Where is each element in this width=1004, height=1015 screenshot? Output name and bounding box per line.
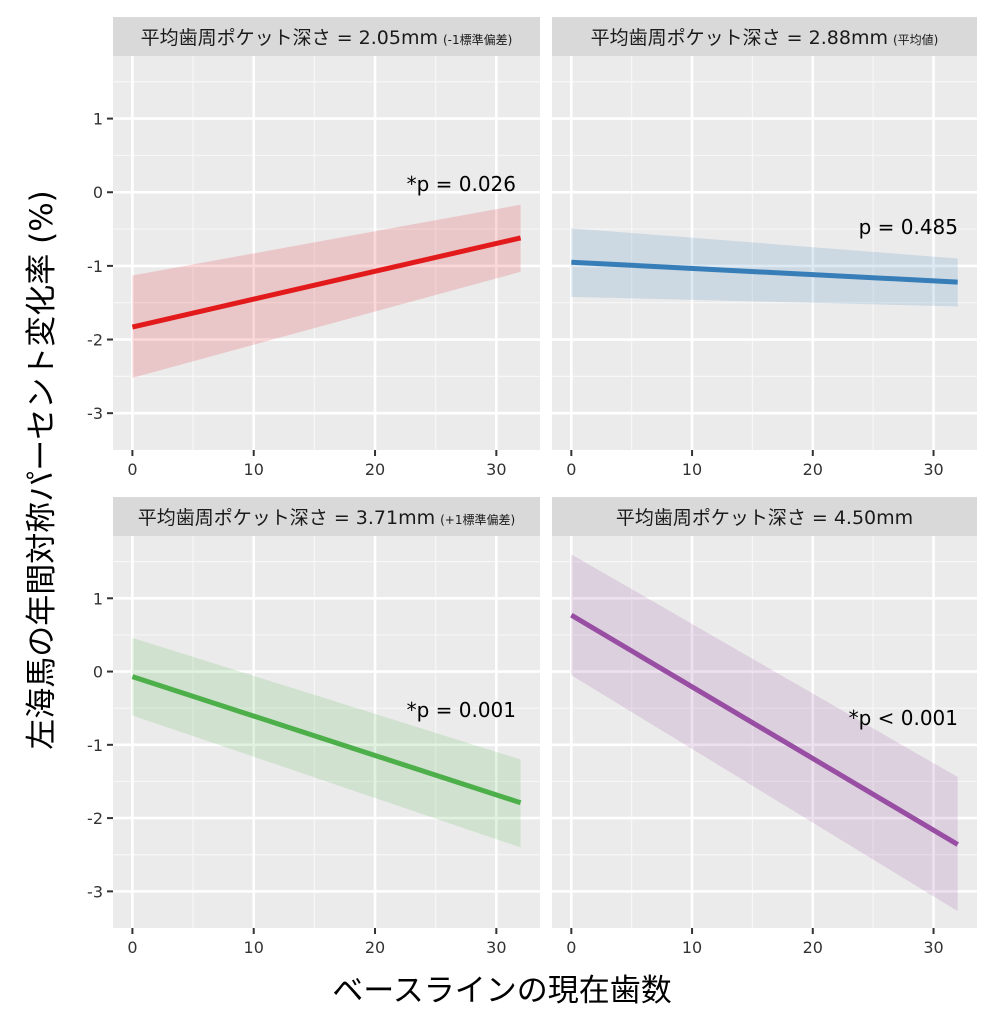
y-tick-label: 0 bbox=[93, 183, 103, 202]
y-axis-title-container: 左海馬の年間対称パーセント変化率 (%) bbox=[12, 170, 72, 770]
panel-4: 平均歯周ポケット深さ = 4.50mm *p < 0.001 0 10 20 30 bbox=[552, 497, 977, 957]
regression-line bbox=[131, 674, 522, 806]
x-tick-label: 0 bbox=[127, 460, 137, 479]
x-tick-label: 30 bbox=[923, 460, 943, 479]
p-value-annotation: *p = 0.026 bbox=[407, 172, 516, 196]
plot-background bbox=[113, 536, 540, 928]
y-tick-label: -3 bbox=[87, 882, 103, 901]
y-tick-label: 0 bbox=[93, 663, 103, 682]
x-tick-label: 20 bbox=[803, 938, 823, 957]
regression-line bbox=[570, 612, 959, 847]
x-tick-label: 0 bbox=[127, 938, 137, 957]
confidence-band bbox=[571, 554, 958, 912]
x-tick-label: 30 bbox=[923, 938, 943, 957]
x-tick-label: 20 bbox=[365, 938, 385, 957]
panel-title: 平均歯周ポケット深さ = 3.71mm (+1標準偏差) bbox=[138, 507, 515, 529]
panel-title: 平均歯周ポケット深さ = 2.88mm (平均値) bbox=[591, 27, 939, 49]
panel-strip bbox=[113, 17, 540, 56]
x-tick-label: 20 bbox=[803, 460, 823, 479]
x-tick-label: 10 bbox=[682, 938, 702, 957]
y-tick-label: -3 bbox=[87, 404, 103, 423]
y-tick-label: 1 bbox=[93, 110, 103, 129]
x-tick-label: 0 bbox=[566, 460, 576, 479]
confidence-band bbox=[132, 637, 521, 848]
panel-title: 平均歯周ポケット深さ = 2.05mm (-1標準偏差) bbox=[141, 27, 513, 49]
p-value-annotation: *p < 0.001 bbox=[849, 706, 958, 730]
panel-2: 平均歯周ポケット深さ = 2.88mm (平均値) p = 0.485 0 10 20 30 bbox=[552, 17, 977, 479]
x-tick-label: 10 bbox=[244, 938, 264, 957]
x-tick-label: 30 bbox=[486, 938, 506, 957]
panel-strip bbox=[552, 497, 977, 536]
x-tick-label: 10 bbox=[244, 460, 264, 479]
x-tick-label: 20 bbox=[365, 460, 385, 479]
y-tick-label: -1 bbox=[87, 257, 103, 276]
regression-line bbox=[131, 235, 522, 330]
p-value-annotation: *p = 0.001 bbox=[407, 698, 516, 722]
y-tick-label: 1 bbox=[93, 589, 103, 608]
y-axis-title: 左海馬の年間対称パーセント変化率 (%) bbox=[24, 190, 60, 750]
panel-1: 平均歯周ポケット深さ = 2.05mm (-1標準偏差) *p = 0.026 -3 -… bbox=[87, 17, 540, 479]
y-tick-label: -2 bbox=[87, 809, 103, 828]
y-tick-label: -2 bbox=[87, 331, 103, 350]
panel-strip bbox=[113, 497, 540, 536]
regression-line bbox=[571, 259, 958, 285]
x-tick-label: 0 bbox=[566, 938, 576, 957]
x-tick-label: 30 bbox=[486, 460, 506, 479]
x-axis-title: ベースラインの現在歯数 bbox=[332, 973, 672, 1009]
confidence-band bbox=[132, 204, 521, 378]
y-tick-label: -1 bbox=[87, 736, 103, 755]
panel-3: 平均歯周ポケット深さ = 3.71mm (+1標準偏差) *p = 0.001 -3 -… bbox=[87, 497, 540, 957]
confidence-band bbox=[571, 228, 958, 307]
panel-strip bbox=[552, 17, 977, 56]
plot-background bbox=[113, 56, 540, 450]
panel-title: 平均歯周ポケット深さ = 4.50mm bbox=[616, 507, 913, 529]
p-value-annotation: p = 0.485 bbox=[859, 215, 958, 239]
plot-background bbox=[552, 56, 977, 450]
x-tick-label: 10 bbox=[682, 460, 702, 479]
